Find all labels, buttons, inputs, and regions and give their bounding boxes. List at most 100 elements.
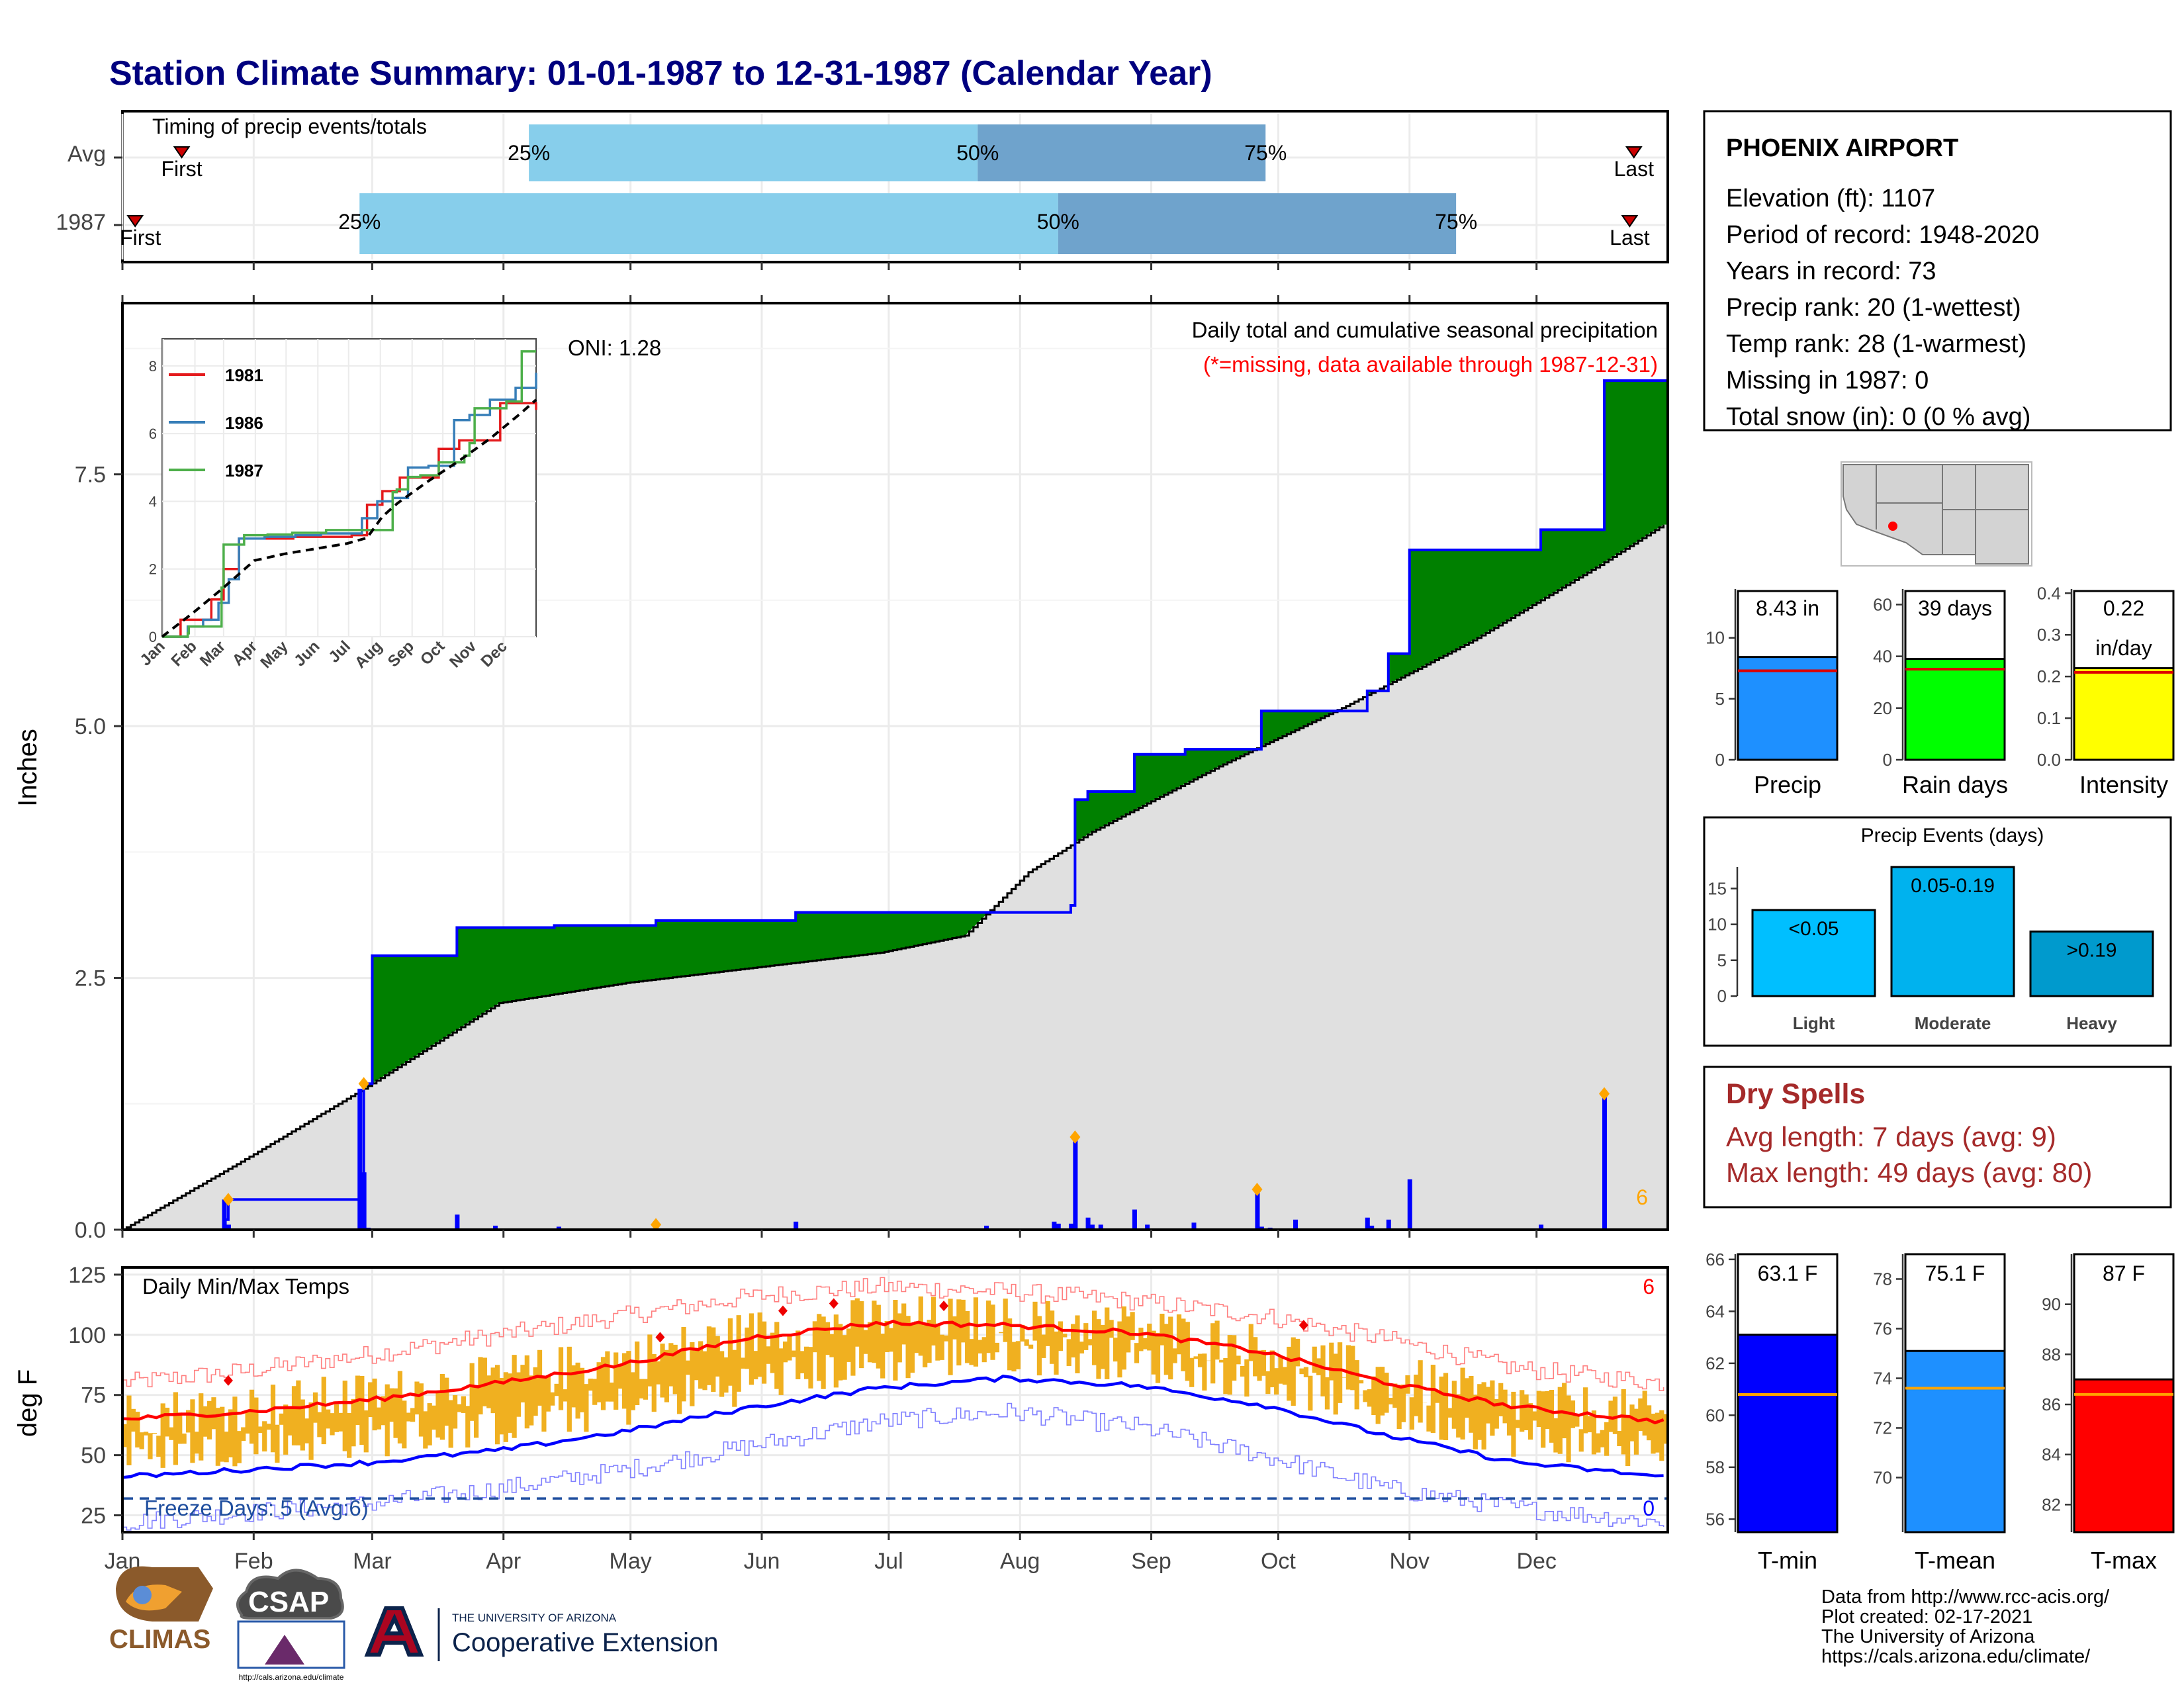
daily-temp-bar — [173, 1392, 178, 1465]
precip-anomaly-slice — [449, 956, 453, 1035]
precip-anomaly-slice — [596, 925, 601, 987]
station-precip-rank: Precip rank: 20 (1-wettest) — [1726, 294, 2021, 322]
precip-anomaly-slice — [1596, 529, 1600, 567]
daily-temp-bar — [610, 1383, 614, 1402]
timing-first-label-1987: First — [120, 226, 161, 250]
daily-temp-bar — [326, 1410, 330, 1429]
precip-anomaly-slice — [1283, 711, 1287, 736]
daily-temp-bar — [482, 1357, 487, 1406]
precip-anomaly-slice — [1469, 550, 1473, 643]
precip-anomaly-slice — [1608, 381, 1613, 559]
daily-temp-bar — [491, 1367, 496, 1413]
daily-temp-bar — [525, 1355, 529, 1428]
precip-summary-precip-value-label: 8.43 in — [1756, 596, 1819, 620]
daily-temp-bar — [1418, 1360, 1423, 1422]
precip-anomaly-slice — [868, 913, 872, 954]
precip-anomaly-slice — [381, 956, 385, 1078]
daily-temp-bar — [1452, 1381, 1457, 1428]
precip-anomaly-slice — [864, 913, 868, 955]
precip-anomaly-slice — [385, 956, 390, 1075]
precip-summary-intensity-ytick-label-0: 0.0 — [2037, 750, 2061, 770]
daily-temp-bar — [419, 1383, 424, 1436]
daily-temp-bar — [1278, 1357, 1283, 1384]
precip-anomaly-slice — [707, 921, 711, 974]
daily-precip-bar — [1086, 1218, 1091, 1230]
daily-temp-bar — [1426, 1406, 1431, 1432]
precip-anomaly-slice — [825, 913, 830, 960]
daily-temp-bar — [732, 1350, 737, 1407]
precip-anomaly-slice — [1625, 381, 1630, 549]
daily-temp-bar — [461, 1396, 466, 1413]
precip-anomaly-slice — [1287, 711, 1291, 734]
daily-temp-bar — [495, 1365, 500, 1444]
precip-anomaly-slice — [1592, 529, 1596, 570]
daily-temp-bar — [563, 1389, 567, 1401]
daily-temp-bar — [1587, 1416, 1592, 1433]
daily-temp-bar — [1507, 1407, 1512, 1436]
precip-anomaly-slice — [1109, 792, 1114, 823]
daily-temp-bar — [1613, 1396, 1617, 1434]
daily-temp-bar — [952, 1316, 957, 1340]
daily-temp-bar — [1083, 1323, 1088, 1350]
precip-anomaly-slice — [377, 956, 381, 1081]
precip-anomaly-slice — [1164, 754, 1169, 795]
daily-temp-bar — [783, 1342, 788, 1362]
daily-temp-bar — [457, 1404, 461, 1412]
precip-anomaly-slice — [834, 913, 839, 958]
precip-anomaly-slice — [1477, 550, 1482, 638]
daily-temp-bar — [1088, 1339, 1093, 1345]
events-ytick-label-1: 5 — [1717, 950, 1727, 970]
daily-temp-bar — [555, 1384, 559, 1396]
daily-temp-bar — [1461, 1368, 1465, 1440]
temp-summary-t-mean-ytick-label-2: 74 — [1873, 1369, 1892, 1389]
precip-anomaly-slice — [1651, 381, 1655, 533]
precip-anomaly-slice — [1422, 550, 1427, 667]
daily-temp-bar — [1384, 1373, 1388, 1413]
daily-temp-bar — [1214, 1320, 1219, 1359]
daily-temp-bar — [617, 1365, 622, 1389]
ua-university-text: THE UNIVERSITY OF ARIZONA — [452, 1612, 617, 1624]
daily-temp-bar — [1414, 1375, 1418, 1416]
daily-temp-bar — [1274, 1368, 1279, 1394]
daily-temp-bar — [262, 1421, 267, 1451]
main-annotation-missing: (*=missing, data available through 1987-… — [1203, 352, 1658, 377]
precip-anomaly-slice — [1122, 792, 1126, 817]
precip-anomaly-slice — [1498, 550, 1503, 625]
precip-anomaly-slice — [817, 913, 821, 960]
daily-temp-bar — [1058, 1321, 1063, 1351]
precip-summary-intensity-ytick-label-3: 0.3 — [2037, 625, 2061, 645]
precip-anomaly-slice — [850, 913, 855, 956]
precip-anomaly-slice — [774, 921, 779, 966]
daily-temp-bar — [1054, 1332, 1058, 1375]
daily-temp-bar — [1629, 1404, 1634, 1441]
precip-anomaly-slice — [668, 921, 673, 978]
daily-temp-bar — [592, 1379, 597, 1404]
daily-temp-bar — [846, 1328, 851, 1362]
precip-anomaly-slice — [1634, 381, 1639, 543]
ua-a-mark — [367, 1608, 421, 1655]
precip-anomaly-slice — [1494, 550, 1499, 628]
precip-anomaly-slice — [792, 921, 796, 964]
precip-anomaly-slice — [406, 956, 411, 1062]
daily-temp-bar — [199, 1393, 203, 1460]
precip-anomaly-slice — [855, 913, 860, 956]
daily-temp-bar — [1249, 1324, 1253, 1361]
precip-anomaly-slice — [508, 927, 512, 1001]
daily-temp-bar — [982, 1337, 987, 1362]
precip-anomaly-slice — [440, 956, 445, 1040]
precip-anomaly-slice — [1511, 550, 1516, 618]
daily-temp-bar — [148, 1433, 152, 1459]
daily-temp-bar — [1164, 1324, 1169, 1375]
precip-anomaly-slice — [1274, 711, 1279, 740]
precip-anomaly-slice — [719, 921, 724, 972]
precip-anomaly-slice — [927, 913, 931, 944]
timing-label-75-1987: 75% — [1435, 210, 1477, 234]
precip-anomaly-slice — [859, 913, 864, 956]
precip-anomaly-slice — [410, 956, 415, 1059]
daily-temp-bar — [723, 1357, 728, 1393]
daily-temp-bar — [969, 1339, 974, 1365]
daily-temp-bar — [1447, 1408, 1452, 1417]
precip-anomaly-slice — [567, 925, 572, 992]
